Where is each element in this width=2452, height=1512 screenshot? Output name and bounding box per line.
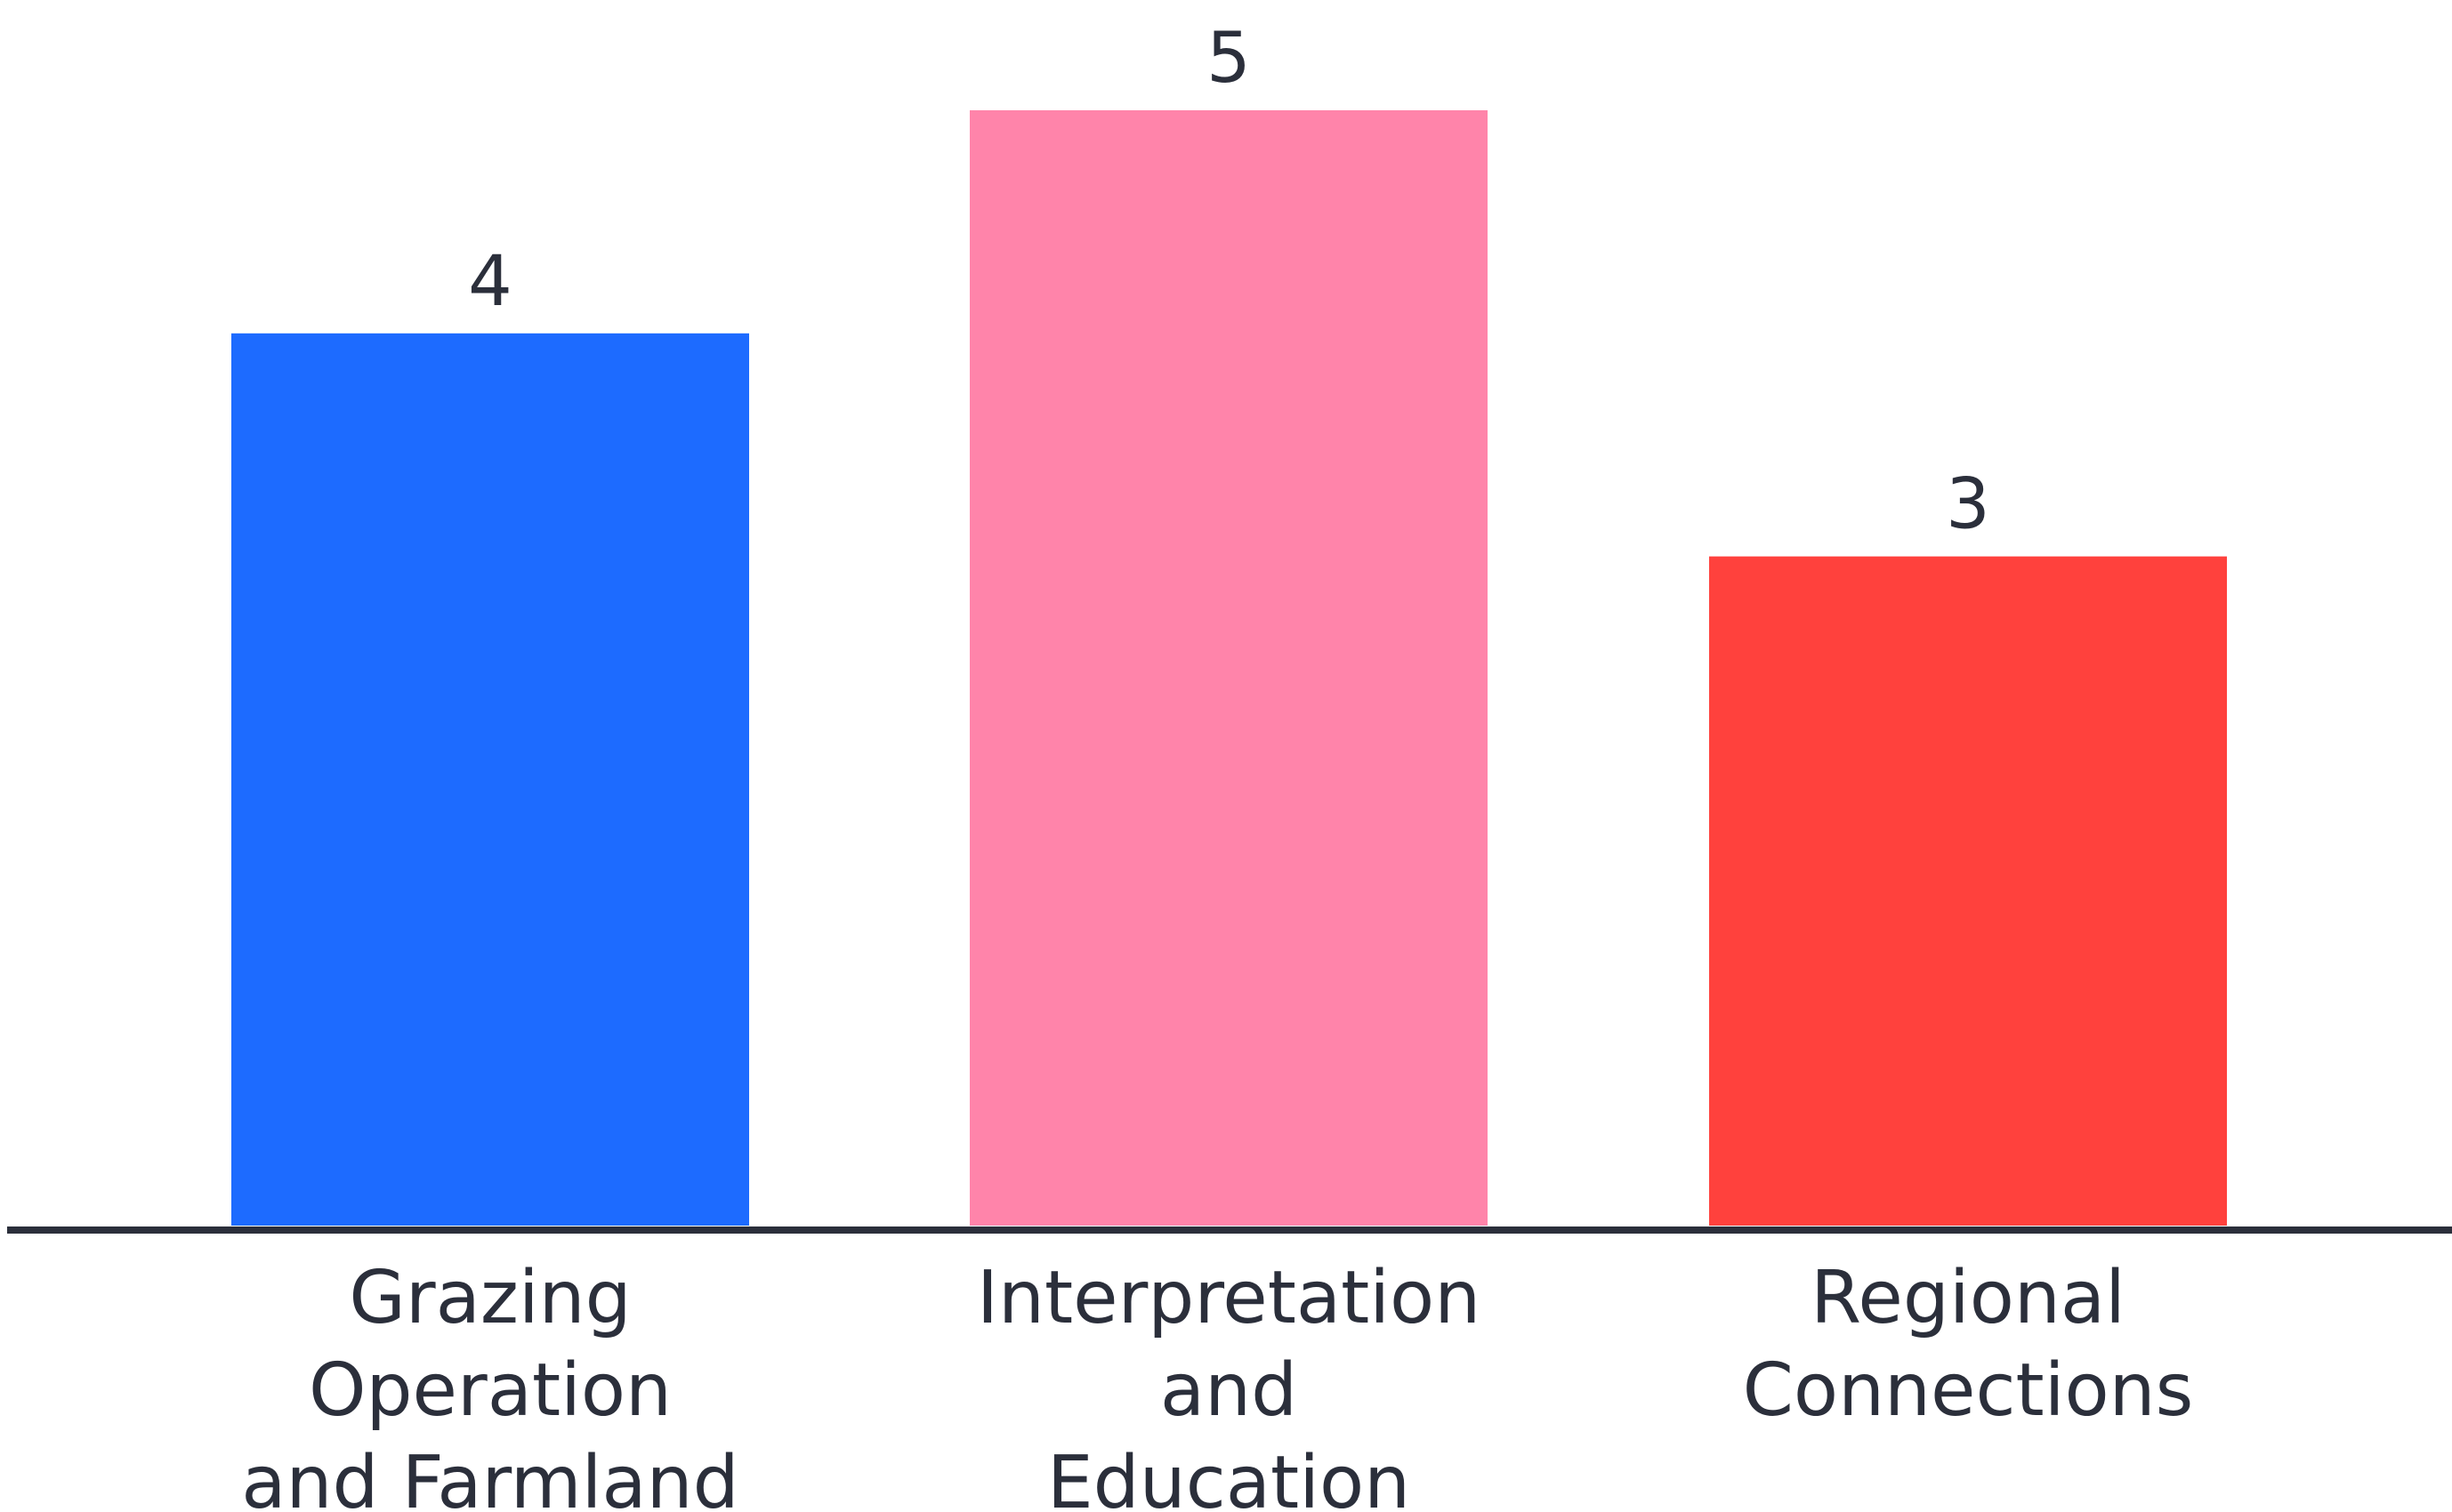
category-label-line: Interpretation bbox=[977, 1256, 1480, 1340]
value-labels-group: 4 5 3 bbox=[468, 19, 1990, 545]
value-label-2: 5 bbox=[1206, 19, 1251, 99]
value-label-3: 3 bbox=[1946, 465, 1990, 545]
category-label-line: and Farmland bbox=[241, 1441, 738, 1512]
category-label-line: Operation bbox=[309, 1348, 672, 1433]
category-label-line: Connections bbox=[1743, 1348, 2194, 1433]
bar-1 bbox=[231, 333, 749, 1226]
category-label-1: Grazing Operation and Farmland bbox=[241, 1256, 738, 1512]
category-label-2: Interpretation and Education bbox=[977, 1256, 1480, 1512]
value-label-1: 4 bbox=[468, 242, 512, 322]
category-label-line: and bbox=[1160, 1348, 1297, 1433]
category-label-line: Regional bbox=[1811, 1256, 2125, 1340]
bars-group bbox=[231, 110, 2227, 1226]
bar-3 bbox=[1709, 556, 2227, 1226]
category-labels-group: Grazing Operation and Farmland Interpretati… bbox=[241, 1256, 2193, 1512]
category-label-line: Grazing bbox=[349, 1256, 631, 1340]
category-label-3: Regional Connections bbox=[1743, 1256, 2194, 1433]
bar-2 bbox=[970, 110, 1488, 1226]
category-label-line: Education bbox=[1047, 1441, 1410, 1512]
